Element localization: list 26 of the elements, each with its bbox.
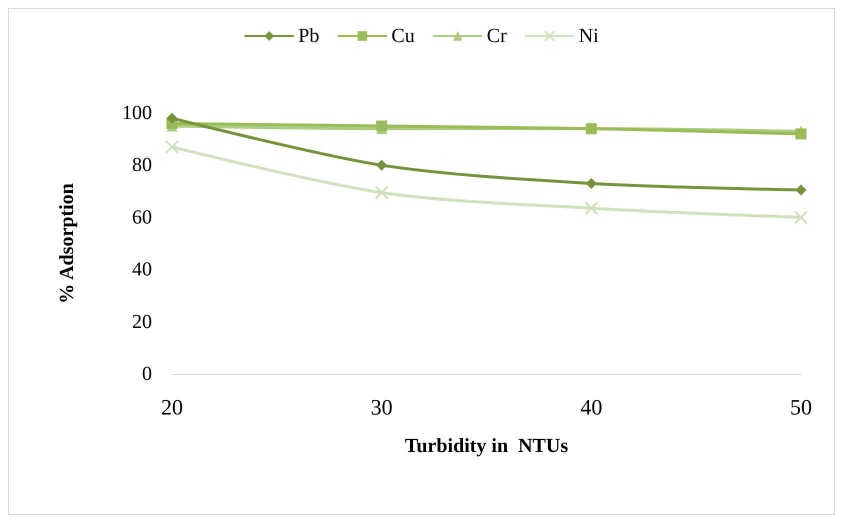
legend-label: Cr [486,25,508,47]
point [584,201,598,216]
x-tick-label: 30 [370,394,393,420]
point [586,178,597,189]
legend-label: Cu [391,25,415,47]
x-axis-title: Turbidity in NTUs [404,435,568,457]
point [796,128,806,140]
x-tick-label: 40 [580,394,602,420]
y-tick-label: 60 [132,206,152,228]
x-tick-label: 20 [161,394,183,420]
y-tick-label: 40 [132,258,152,281]
point [165,140,179,154]
legend-label: Pb [298,25,320,47]
y-axis-title: % Adsorption [56,183,78,304]
y-tick-label: 0 [142,363,152,385]
y-tick-label: 80 [132,154,152,176]
point [166,112,178,124]
x-tick-label: 50 [790,394,812,420]
y-tick-label: 20 [132,310,152,333]
point [796,184,806,196]
point [376,120,388,132]
point [374,186,389,200]
legend-label: Ni [578,25,600,47]
y-tick-label: 100 [122,102,152,124]
point [376,160,388,171]
point [794,210,808,224]
